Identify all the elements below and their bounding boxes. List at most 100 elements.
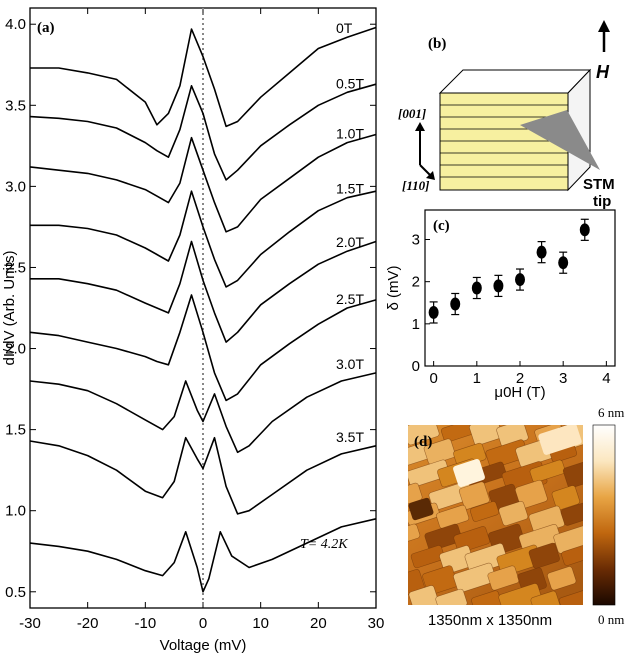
temperature-annotation: T= 4.2K [300, 537, 348, 552]
terrace-block [435, 588, 468, 605]
panel-a-xtick-label: 0 [199, 615, 207, 632]
series-field-label: 1.0T [336, 126, 364, 142]
series-field-label: 1.5T [336, 181, 364, 197]
panel-b-schematic: (b) STM tip H [001] [110] [398, 20, 615, 210]
topography-terraces [408, 425, 583, 605]
panel-a-ylabel: dI/dV (Arb. Units) [1, 250, 18, 365]
stm-tip-icon [520, 110, 600, 170]
colorbar-min-label: 0 nm [598, 612, 624, 627]
terrace-block [562, 459, 583, 489]
spectrum-line [30, 240, 377, 343]
terrace-block [558, 589, 583, 605]
panel-a-spectra-chart: (a) -30 -20 -10 0 10 20 30 0.5 1.0 1.5 2.0 2.5 3.0 3.… [1, 7, 385, 654]
terrace-block [551, 485, 580, 511]
gap-data-point [558, 256, 569, 270]
panel-c-ylabel: δ (mV) [385, 265, 402, 310]
panel-c-ytick-label: 1 [412, 316, 420, 333]
panel-c-ytick-label: 2 [412, 274, 420, 291]
terrace-block [547, 566, 577, 591]
panel-a-ytick-label: 2.5 [5, 259, 26, 276]
panel-c-label: (c) [433, 218, 450, 234]
colorbar [592, 424, 616, 606]
panel-a-ytick-label: 0.5 [5, 584, 26, 601]
terrace-block [408, 425, 440, 446]
panel-c-xlabel: μ0H (T) [494, 384, 545, 401]
terrace-block [561, 542, 583, 566]
panel-a-ytick-label: 1.0 [5, 503, 26, 520]
axis-110-arrow-icon [419, 164, 431, 176]
panel-c-xtick-label: 1 [473, 370, 481, 387]
panel-a-xtick-label: 30 [368, 615, 385, 632]
terrace-block [458, 481, 490, 510]
panel-c-xtick-label: 0 [429, 370, 437, 387]
gap-data-point [471, 281, 482, 295]
terrace-highlight [453, 458, 485, 488]
series-field-label: 0.5T [336, 75, 364, 91]
panel-c-ytick-label: 0 [412, 358, 420, 375]
panel-a-ytick-label: 4.0 [5, 16, 26, 33]
panel-a-xtick-label: -20 [77, 615, 99, 632]
panel-a-ytick-label: 3.0 [5, 178, 26, 195]
field-label: H [596, 62, 610, 82]
panel-d-label: (d) [414, 434, 432, 450]
terrace-block [469, 501, 500, 522]
spectrum-line [30, 26, 377, 128]
film-front-face [439, 92, 569, 191]
terrace-block [408, 523, 421, 545]
panel-c-xtick-label: 4 [602, 370, 610, 387]
series-field-label: 0T [336, 20, 353, 36]
panel-a-xtick-label: -30 [19, 615, 41, 632]
topography-caption: 1350nm x 1350nm [428, 612, 552, 629]
direction-110-label: [110] [402, 178, 429, 193]
terrace-highlight [538, 425, 582, 455]
stm-tip-label-line2: tip [593, 193, 611, 210]
field-arrowhead-icon [598, 20, 610, 32]
panel-a-ytick-label: 2.0 [5, 341, 26, 358]
gap-data-point [428, 305, 439, 319]
panel-c-xtick-label: 3 [559, 370, 567, 387]
panel-b-label: (b) [428, 36, 446, 52]
gap-data-point [515, 273, 525, 287]
spectrum-line [29, 83, 377, 181]
terrace-block [424, 523, 463, 552]
terrace-block [528, 542, 560, 569]
spectrum-line [29, 133, 377, 233]
direction-001-label: [001] [398, 106, 426, 121]
terrace-block [529, 459, 566, 483]
panel-c-ytick-label: 3 [412, 232, 420, 249]
panel-c-gap-chart: (c) 0 1 2 3 4 0 1 2 3 μ0H (T) δ (mV) [385, 209, 616, 401]
terrace-block [487, 565, 520, 591]
terrace-block [515, 479, 548, 509]
panel-a-label: (a) [37, 20, 55, 36]
terrace-block [560, 499, 583, 526]
panel-a-xtick-label: 10 [252, 615, 269, 632]
series-field-label: 3.5T [336, 429, 364, 445]
spectrum-line [30, 190, 377, 288]
spectrum-line [29, 518, 377, 593]
panel-d-topography: (d) 1350nm x 1350nm 6 nm 0 nm [408, 405, 624, 629]
panel-a-xtick-label: -10 [134, 615, 156, 632]
panel-a-xtick-label: 20 [310, 615, 327, 632]
film-top-face [438, 69, 592, 94]
gap-data-point [450, 297, 461, 311]
terrace-shadow [408, 497, 434, 521]
terrace-block [410, 545, 445, 569]
spectrum-line [29, 294, 377, 402]
gap-data-point [536, 245, 547, 259]
spectrum-line [29, 372, 377, 454]
gap-data-point [579, 223, 590, 237]
series-field-label: 2.5T [336, 291, 364, 307]
panel-c-xtick-label: 2 [516, 370, 524, 387]
spectrum-line [29, 436, 377, 515]
panel-a-xlabel: Voltage (mV) [160, 637, 247, 654]
terrace-block [530, 590, 562, 605]
terrace-block [453, 526, 491, 553]
panel-a-ytick-label: 1.5 [5, 422, 26, 439]
terrace-block [408, 585, 440, 605]
panel-a-ytick-label: 3.5 [5, 97, 26, 114]
colorbar-max-label: 6 nm [598, 405, 624, 420]
series-field-label: 3.0T [336, 356, 364, 372]
axis-110-arrowhead-icon [426, 171, 435, 180]
gap-data-point [493, 279, 504, 293]
